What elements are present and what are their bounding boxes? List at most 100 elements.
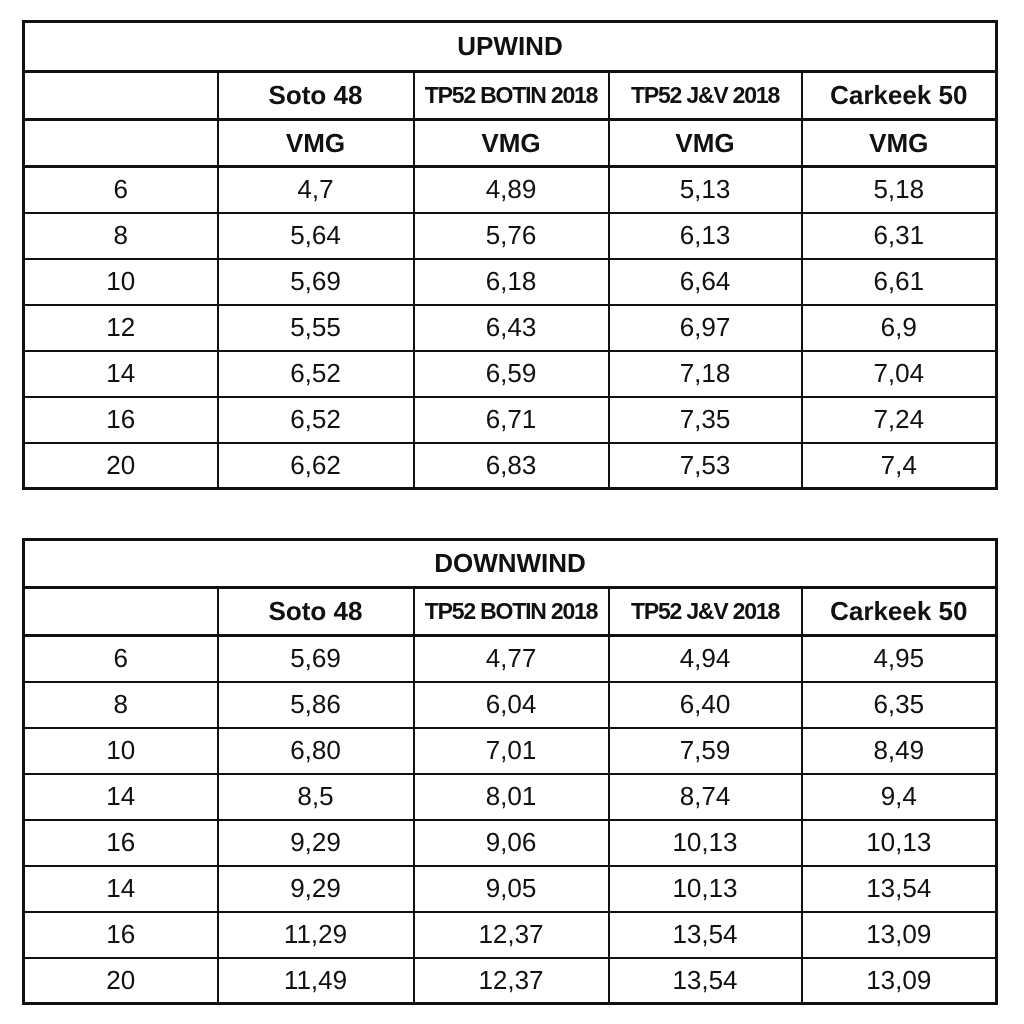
value-cell: 6,31 [800, 211, 998, 260]
value-cell: 6,64 [607, 257, 803, 306]
value-cell: 8,01 [412, 772, 610, 821]
wind-cell: 14 [22, 772, 219, 821]
value-cell: 7,4 [800, 441, 998, 490]
value-cell: 4,77 [412, 634, 610, 683]
data-row: 14 9,29 9,05 10,13 13,54 [22, 864, 998, 913]
data-row: 8 5,64 5,76 6,13 6,31 [22, 211, 998, 260]
value-cell: 6,83 [412, 441, 610, 490]
wind-cell: 14 [22, 349, 219, 398]
value-cell: 9,06 [412, 818, 610, 867]
wind-cell: 16 [22, 818, 219, 867]
data-row: 16 6,52 6,71 7,35 7,24 [22, 395, 998, 444]
value-cell: 5,18 [800, 165, 998, 214]
value-cell: 6,52 [216, 395, 415, 444]
title-row: UPWIND [22, 20, 998, 73]
table-title: UPWIND [22, 20, 998, 73]
value-cell: 5,86 [216, 680, 415, 729]
value-cell: 13,09 [800, 956, 998, 1005]
value-cell: 9,4 [800, 772, 998, 821]
value-cell: 6,40 [607, 680, 803, 729]
value-cell: 5,69 [216, 634, 415, 683]
value-cell: 13,54 [607, 956, 803, 1005]
downwind-table: DOWNWIND Soto 48 TP52 BOTIN 2018 TP52 J&V 2… [22, 538, 999, 1005]
wind-cell: 10 [22, 257, 219, 306]
value-cell: 4,89 [412, 165, 610, 214]
title-row: DOWNWIND [22, 538, 998, 589]
data-row: 12 5,55 6,43 6,97 6,9 [22, 303, 998, 352]
subheader-cell: VMG [412, 118, 610, 168]
value-cell: 13,09 [800, 910, 998, 959]
value-cell: 4,7 [216, 165, 415, 214]
value-cell: 7,24 [800, 395, 998, 444]
value-cell: 9,29 [216, 864, 415, 913]
value-cell: 11,49 [216, 956, 415, 1005]
value-cell: 6,97 [607, 303, 803, 352]
value-cell: 6,52 [216, 349, 415, 398]
wind-cell: 8 [22, 211, 219, 260]
value-cell: 4,95 [800, 634, 998, 683]
value-cell: 7,59 [607, 726, 803, 775]
data-row: 6 4,7 4,89 5,13 5,18 [22, 165, 998, 214]
value-cell: 13,54 [800, 864, 998, 913]
value-cell: 6,9 [800, 303, 998, 352]
value-cell: 7,35 [607, 395, 803, 444]
subheader-cell: VMG [216, 118, 415, 168]
value-cell: 4,94 [607, 634, 803, 683]
wind-cell: 12 [22, 303, 219, 352]
wind-cell: 20 [22, 441, 219, 490]
value-cell: 5,69 [216, 257, 415, 306]
data-row: 6 5,69 4,77 4,94 4,95 [22, 634, 998, 683]
corner-cell [22, 118, 219, 168]
header-cell: Carkeek 50 [800, 70, 998, 121]
value-cell: 8,74 [607, 772, 803, 821]
value-cell: 6,62 [216, 441, 415, 490]
value-cell: 6,35 [800, 680, 998, 729]
wind-cell: 8 [22, 680, 219, 729]
value-cell: 10,13 [607, 818, 803, 867]
wind-cell: 6 [22, 165, 219, 214]
value-cell: 6,13 [607, 211, 803, 260]
subheader-cell: VMG [800, 118, 998, 168]
wind-cell: 14 [22, 864, 219, 913]
value-cell: 6,04 [412, 680, 610, 729]
value-cell: 5,64 [216, 211, 415, 260]
wind-cell: 6 [22, 634, 219, 683]
value-cell: 7,04 [800, 349, 998, 398]
data-row: 8 5,86 6,04 6,40 6,35 [22, 680, 998, 729]
wind-cell: 10 [22, 726, 219, 775]
data-row: 10 6,80 7,01 7,59 8,49 [22, 726, 998, 775]
header-cell: Soto 48 [216, 70, 415, 121]
value-cell: 8,5 [216, 772, 415, 821]
value-cell: 6,43 [412, 303, 610, 352]
data-row: 14 6,52 6,59 7,18 7,04 [22, 349, 998, 398]
value-cell: 7,01 [412, 726, 610, 775]
data-row: 10 5,69 6,18 6,64 6,61 [22, 257, 998, 306]
value-cell: 11,29 [216, 910, 415, 959]
value-cell: 9,05 [412, 864, 610, 913]
wind-cell: 16 [22, 395, 219, 444]
header-cell: TP52 BOTIN 2018 [412, 70, 610, 121]
data-row: 14 8,5 8,01 8,74 9,4 [22, 772, 998, 821]
value-cell: 5,55 [216, 303, 415, 352]
value-cell: 10,13 [607, 864, 803, 913]
value-cell: 5,76 [412, 211, 610, 260]
value-cell: 8,49 [800, 726, 998, 775]
data-row: 20 6,62 6,83 7,53 7,4 [22, 441, 998, 490]
header-cell: Soto 48 [216, 586, 415, 637]
value-cell: 9,29 [216, 818, 415, 867]
header-row: Soto 48 TP52 BOTIN 2018 TP52 J&V 2018 Carke… [22, 70, 998, 121]
table-title: DOWNWIND [22, 538, 998, 589]
header-cell: TP52 BOTIN 2018 [412, 586, 610, 637]
value-cell: 10,13 [800, 818, 998, 867]
value-cell: 6,18 [412, 257, 610, 306]
corner-cell [22, 586, 219, 637]
data-row: 20 11,49 12,37 13,54 13,09 [22, 956, 998, 1005]
value-cell: 12,37 [412, 910, 610, 959]
wind-cell: 16 [22, 910, 219, 959]
header-cell: TP52 J&V 2018 [607, 70, 803, 121]
subheader-row: VMG VMG VMG VMG [22, 118, 998, 168]
header-cell: TP52 J&V 2018 [607, 586, 803, 637]
value-cell: 12,37 [412, 956, 610, 1005]
value-cell: 13,54 [607, 910, 803, 959]
